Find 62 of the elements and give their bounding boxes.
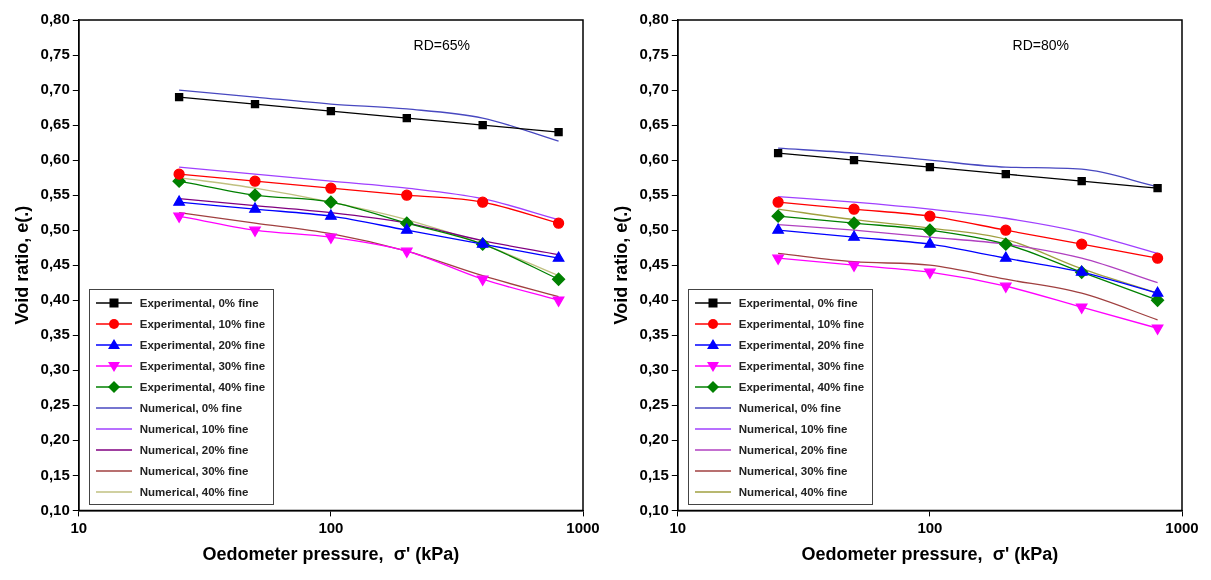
legend-label: Numerical, 0% fine (738, 401, 842, 414)
legend-label: Experimental, 20% fine (139, 338, 266, 351)
y-tick-label: 0,15 (639, 465, 669, 483)
y-axis-title: Void ratio, e(.) (610, 205, 631, 325)
y-tick-label: 0,55 (40, 185, 70, 203)
legend-label: Numerical, 10% fine (139, 422, 249, 435)
y-tick-label: 0,40 (639, 290, 669, 308)
y-tick-label: 0,15 (40, 465, 70, 483)
legend-label: Experimental, 40% fine (738, 380, 865, 393)
x-tick-label: 1000 (1165, 518, 1199, 536)
x-tick-label: 10 (669, 518, 687, 536)
y-tick-label: 0,30 (40, 360, 70, 378)
legend-label: Numerical, 20% fine (139, 443, 249, 456)
y-tick-label: 0,60 (639, 150, 669, 168)
y-tick-label: 0,60 (40, 150, 70, 168)
legend-label: Numerical, 0% fine (139, 401, 243, 414)
y-tick-label: 0,75 (639, 45, 669, 63)
legend-label: Experimental, 0% fine (738, 296, 858, 309)
y-tick-label: 0,45 (40, 255, 70, 273)
y-tick-label: 0,30 (639, 360, 669, 378)
y-tick-label: 0,75 (40, 45, 70, 63)
x-tick-label: 1000 (566, 518, 600, 536)
legend-label: Experimental, 20% fine (738, 338, 865, 351)
legend-label: Numerical, 30% fine (738, 464, 848, 477)
legend-label: Experimental, 30% fine (139, 359, 266, 372)
y-tick-label: 0,35 (40, 325, 70, 343)
x-tick-label: 10 (70, 518, 88, 536)
y-tick-label: 0,65 (639, 115, 669, 133)
x-axis-title: Oedometer pressure, σ' (kPa) (202, 544, 460, 565)
y-tick-label: 0,50 (40, 220, 70, 238)
legend-label: Experimental, 0% fine (139, 296, 259, 309)
legend-label: Numerical, 40% fine (139, 485, 249, 498)
y-axis-title: Void ratio, e(.) (11, 205, 32, 325)
legend-label: Numerical, 20% fine (738, 443, 848, 456)
legend-label: Experimental, 10% fine (139, 317, 266, 330)
legend-label: Numerical, 40% fine (738, 485, 848, 498)
y-tick-label: 0,80 (40, 10, 70, 28)
y-tick-label: 0,10 (40, 500, 70, 518)
y-tick-label: 0,70 (639, 80, 669, 98)
y-tick-label: 0,80 (639, 10, 669, 28)
y-tick-label: 0,20 (40, 430, 70, 448)
y-tick-label: 0,25 (40, 395, 70, 413)
legend-label: Numerical, 30% fine (139, 464, 249, 477)
y-tick-label: 0,40 (40, 290, 70, 308)
legend-label: Numerical, 10% fine (738, 422, 848, 435)
y-tick-label: 0,10 (639, 500, 669, 518)
annotation: RD=65% (413, 37, 471, 53)
x-tick-label: 100 (917, 518, 943, 536)
annotation: RD=80% (1012, 37, 1070, 53)
legend-label: Experimental, 40% fine (139, 380, 266, 393)
y-tick-label: 0,65 (40, 115, 70, 133)
y-tick-label: 0,25 (639, 395, 669, 413)
y-tick-label: 0,50 (639, 220, 669, 238)
y-tick-label: 0,45 (639, 255, 669, 273)
legend-label: Experimental, 10% fine (738, 317, 865, 330)
legend-label: Experimental, 30% fine (738, 359, 865, 372)
x-tick-label: 100 (318, 518, 344, 536)
y-tick-label: 0,70 (40, 80, 70, 98)
y-tick-label: 0,35 (639, 325, 669, 343)
y-tick-label: 0,20 (639, 430, 669, 448)
y-tick-label: 0,55 (639, 185, 669, 203)
x-axis-title: Oedometer pressure, σ' (kPa) (801, 544, 1059, 565)
